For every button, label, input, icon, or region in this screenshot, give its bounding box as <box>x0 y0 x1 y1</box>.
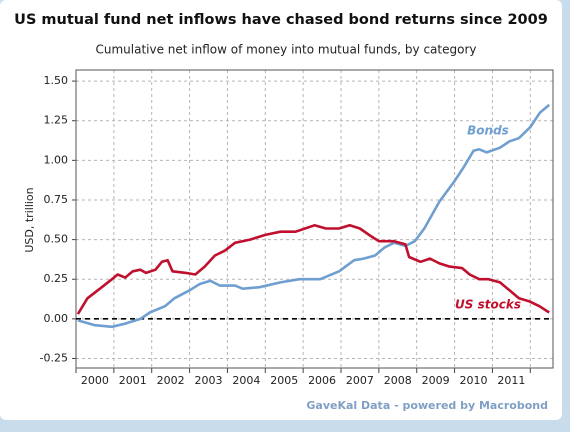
x-tick-label: 2000 <box>81 374 109 387</box>
x-tick-label: 2002 <box>157 374 185 387</box>
chart-subtitle: Cumulative net inflow of money into mutu… <box>95 43 476 57</box>
y-tick-label: 0.75 <box>44 193 69 206</box>
x-tick-label: 2007 <box>346 374 374 387</box>
y-tick-label: 0.25 <box>44 272 69 285</box>
x-tick-label: 2009 <box>422 374 450 387</box>
x-tick-label: 2003 <box>195 374 223 387</box>
x-tick-label: 2001 <box>119 374 147 387</box>
x-tick-label: 2011 <box>497 374 525 387</box>
series-label: Bonds <box>467 124 509 138</box>
x-tick-label: 2004 <box>232 374 260 387</box>
panel <box>0 0 562 420</box>
x-tick-label: 2010 <box>460 374 488 387</box>
y-axis-label: USD, trillion <box>23 187 36 252</box>
y-tick-label: 1.25 <box>44 114 69 127</box>
line-series <box>77 103 551 329</box>
y-tick-label: 0.00 <box>44 312 69 325</box>
x-tick-label: 2005 <box>270 374 298 387</box>
y-tick-label: 1.00 <box>44 153 69 166</box>
y-tick-label: -0.25 <box>40 351 68 364</box>
x-tick-label: 2008 <box>384 374 412 387</box>
line-series <box>76 224 550 315</box>
plot-frame <box>75 69 554 369</box>
chart-title: US mutual fund net inflows have chased b… <box>14 12 548 28</box>
y-tick-label: 1.50 <box>44 74 69 87</box>
x-tick-label: 2006 <box>308 374 336 387</box>
source: GaveKal Data - powered by Macrobond <box>306 399 548 412</box>
series-label: US stocks <box>455 298 521 312</box>
y-tick-label: 0.50 <box>44 233 69 246</box>
